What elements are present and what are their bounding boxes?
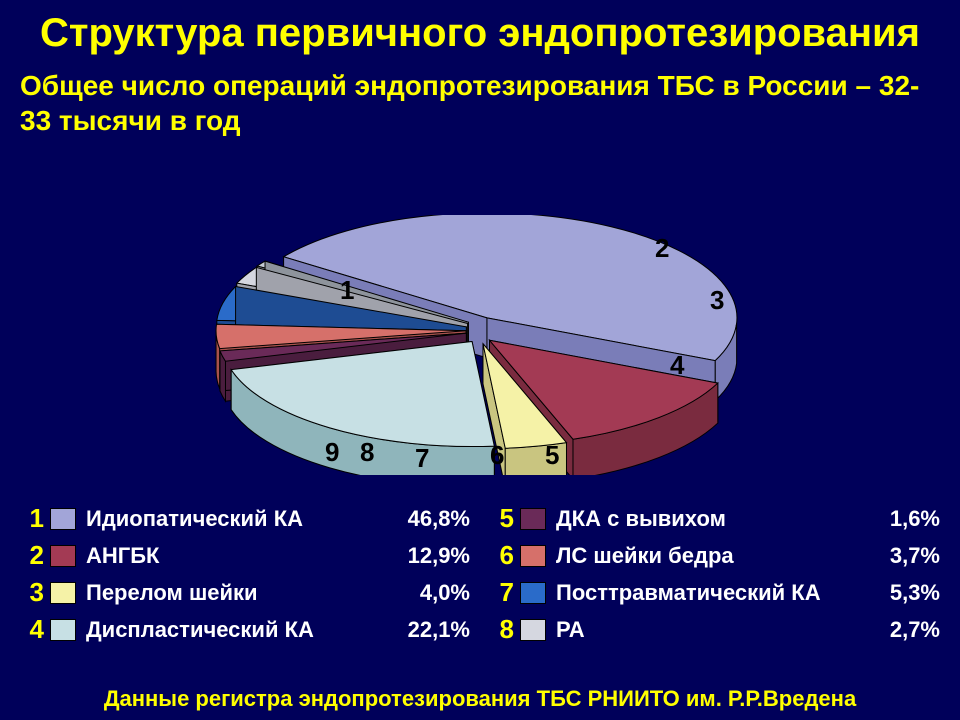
legend-pct: 4,0% (412, 580, 470, 606)
legend-pct: 5,3% (882, 580, 940, 606)
legend-name: ЛС шейки бедра (556, 543, 882, 569)
legend-num: 6 (490, 540, 514, 571)
legend-swatch (520, 582, 546, 604)
legend-swatch (520, 545, 546, 567)
slice-label-7: 7 (415, 443, 429, 474)
slice-label-6: 6 (490, 440, 504, 471)
legend-name: Посттравматический КА (556, 580, 882, 606)
slice-label-3: 3 (710, 285, 724, 316)
legend-col-right: 5 ДКА с вывихом1,6% 6 ЛС шейки бедра3,7% 7 По… (490, 503, 940, 651)
page-title: Структура первичного эндопротезирования (0, 0, 960, 56)
legend-row: 8 РА2,7% (490, 614, 940, 645)
legend-name: Идиопатический КА (86, 506, 400, 532)
slice-label-4: 4 (670, 350, 684, 381)
legend-num: 7 (490, 577, 514, 608)
legend-row: 5 ДКА с вывихом1,6% (490, 503, 940, 534)
legend-row: 2 АНГБК12,9% (20, 540, 470, 571)
legend-pct: 46,8% (400, 506, 470, 532)
footer-citation: Данные регистра эндопротезирования ТБС Р… (0, 686, 960, 712)
legend-swatch (520, 619, 546, 641)
legend: 1 Идиопатический КА46,8% 2 АНГБК12,9% 3 Перел… (20, 503, 940, 651)
legend-swatch (50, 582, 76, 604)
slice-label-2: 2 (655, 233, 669, 264)
legend-num: 3 (20, 577, 44, 608)
slice-label-9: 9 (325, 437, 339, 468)
legend-name: ДКА с вывихом (556, 506, 882, 532)
slice-label-8: 8 (360, 437, 374, 468)
legend-num: 1 (20, 503, 44, 534)
legend-pct: 12,9% (400, 543, 470, 569)
legend-num: 4 (20, 614, 44, 645)
legend-row: 7 Посттравматический КА5,3% (490, 577, 940, 608)
legend-name: Перелом шейки (86, 580, 412, 606)
legend-name: АНГБК (86, 543, 400, 569)
legend-pct: 3,7% (882, 543, 940, 569)
legend-swatch (520, 508, 546, 530)
slice-label-5: 5 (545, 440, 559, 471)
legend-col-left: 1 Идиопатический КА46,8% 2 АНГБК12,9% 3 Перел… (20, 503, 470, 651)
legend-num: 5 (490, 503, 514, 534)
legend-row: 1 Идиопатический КА46,8% (20, 503, 470, 534)
legend-name: Диспластический КА (86, 617, 400, 643)
legend-name: РА (556, 617, 882, 643)
legend-row: 4 Диспластический КА22,1% (20, 614, 470, 645)
legend-swatch (50, 545, 76, 567)
legend-num: 8 (490, 614, 514, 645)
slice-label-1: 1 (340, 275, 354, 306)
legend-pct: 22,1% (400, 617, 470, 643)
pie-svg (180, 215, 780, 475)
legend-row: 3 Перелом шейки4,0% (20, 577, 470, 608)
legend-row: 6 ЛС шейки бедра3,7% (490, 540, 940, 571)
page-subtitle: Общее число операций эндопротезирования … (0, 56, 960, 138)
pie-chart: 1 2 3 4 5 6 7 89 (180, 215, 780, 475)
legend-swatch (50, 619, 76, 641)
legend-pct: 1,6% (882, 506, 940, 532)
legend-num: 2 (20, 540, 44, 571)
legend-pct: 2,7% (882, 617, 940, 643)
legend-swatch (50, 508, 76, 530)
